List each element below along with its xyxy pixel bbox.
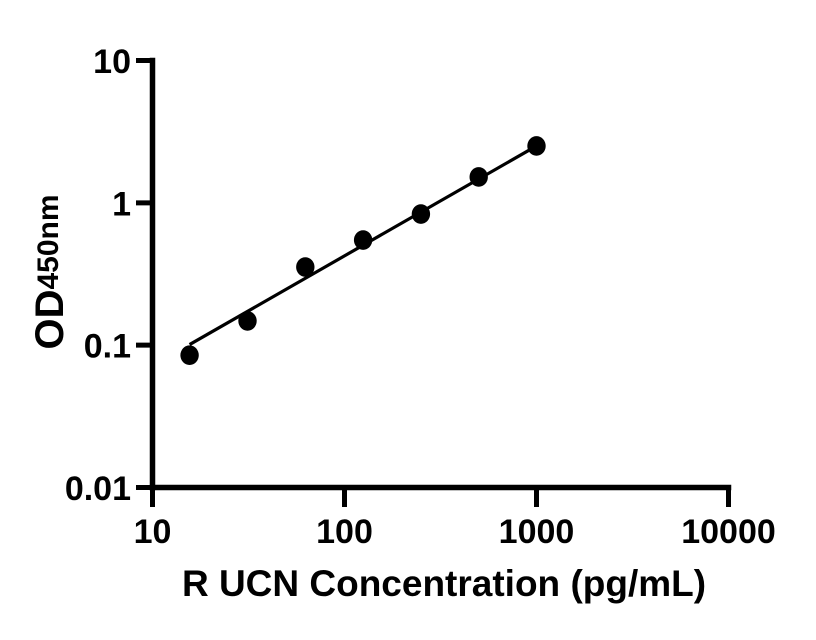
x-axis-title: R UCN Concentration (pg/mL) (182, 563, 706, 604)
data-point (238, 311, 257, 331)
y-tick-label: 0.1 (84, 328, 131, 366)
data-point (180, 345, 199, 366)
y-axis-title-sub: 450nm (32, 194, 65, 289)
data-point (411, 204, 431, 224)
data-point (353, 230, 373, 250)
x-tick-label: 10000 (681, 513, 776, 551)
y-axis-title-main: OD (28, 290, 72, 350)
data-point (527, 136, 546, 156)
data-point (296, 257, 315, 277)
y-tick-label: 0.01 (65, 470, 131, 508)
y-tick-label: 10 (93, 43, 131, 81)
x-tick-label: 1000 (499, 513, 575, 551)
x-tick-label: 100 (316, 513, 373, 551)
y-axis-title: OD450nm (28, 194, 72, 349)
x-tick-label: 10 (134, 513, 172, 551)
y-tick-label: 1 (112, 185, 131, 223)
data-point (469, 167, 488, 187)
